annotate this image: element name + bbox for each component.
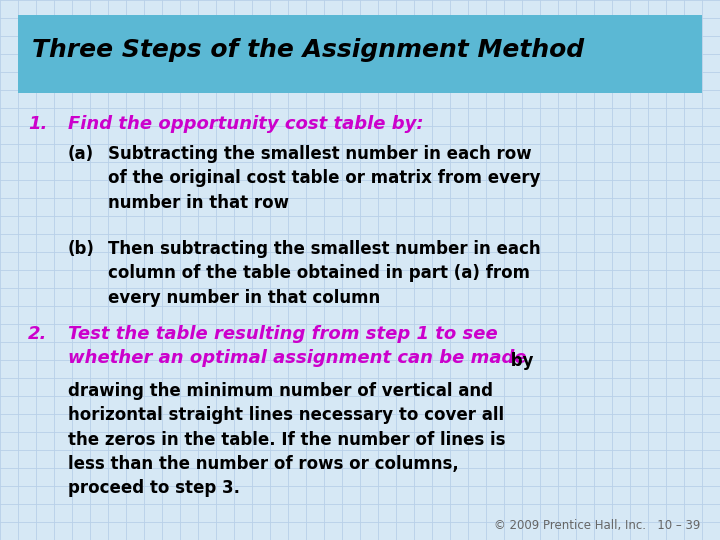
Text: drawing the minimum number of vertical and
horizontal straight lines necessary t: drawing the minimum number of vertical a… — [68, 382, 505, 497]
Text: Three Steps of the Assignment Method: Three Steps of the Assignment Method — [32, 38, 584, 62]
Text: Then subtracting the smallest number in each
column of the table obtained in par: Then subtracting the smallest number in … — [108, 240, 541, 307]
Text: © 2009 Prentice Hall, Inc.   10 – 39: © 2009 Prentice Hall, Inc. 10 – 39 — [494, 519, 700, 532]
Text: 2.: 2. — [28, 325, 48, 343]
Text: by: by — [505, 352, 534, 370]
Text: (b): (b) — [68, 240, 95, 258]
Text: Find the opportunity cost table by:: Find the opportunity cost table by: — [68, 115, 423, 133]
Text: (a): (a) — [68, 145, 94, 163]
Text: 1.: 1. — [28, 115, 48, 133]
Bar — [18, 15, 702, 93]
Text: Subtracting the smallest number in each row
of the original cost table or matrix: Subtracting the smallest number in each … — [108, 145, 541, 212]
Text: Test the table resulting from step 1 to see
whether an optimal assignment can be: Test the table resulting from step 1 to … — [68, 325, 526, 367]
